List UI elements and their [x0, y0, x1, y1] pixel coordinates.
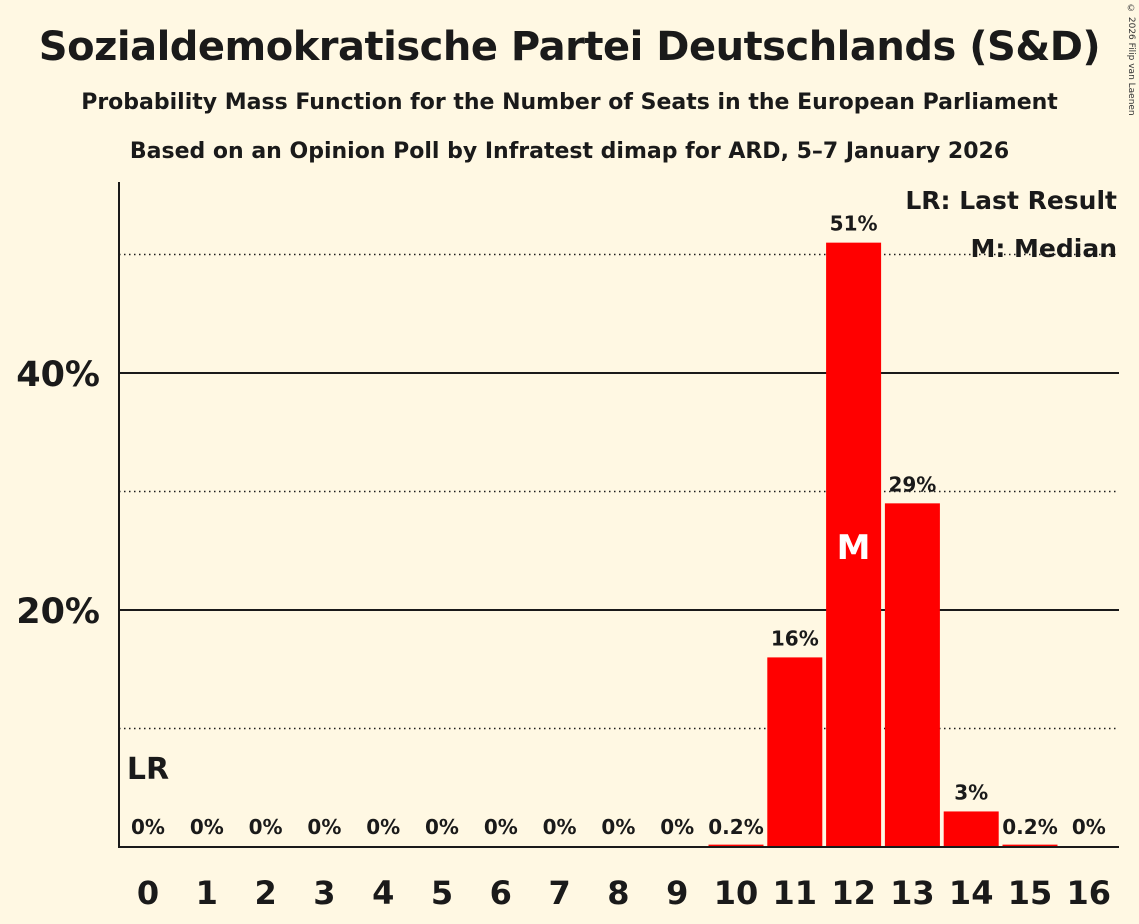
bars-layer: [708, 242, 1058, 847]
value-label: 0.2%: [1002, 815, 1057, 839]
chart-title: Sozialdemokratische Partei Deutschlands …: [38, 24, 1101, 70]
value-label: 51%: [830, 212, 878, 236]
value-label: 0%: [1072, 815, 1106, 839]
x-tick-label: 12: [831, 874, 876, 912]
value-label: 0%: [484, 815, 518, 839]
value-label: 29%: [888, 472, 936, 496]
x-tick-label: 3: [313, 874, 335, 912]
value-label: 0%: [601, 815, 635, 839]
bar: [1002, 844, 1058, 847]
bar: [826, 242, 882, 847]
x-tick-label: 6: [490, 874, 512, 912]
bar: [943, 811, 999, 847]
x-tick-label: 13: [890, 874, 935, 912]
x-tick-label: 15: [1008, 874, 1053, 912]
bar: [884, 503, 940, 847]
y-tick-label: 20%: [16, 592, 100, 632]
copyright-notice: © 2026 Filip van Laenen: [1126, 4, 1136, 116]
x-tick-label: 5: [431, 874, 453, 912]
legend-entry: M: Median: [970, 234, 1117, 263]
x-tick-label: 7: [548, 874, 570, 912]
legend-entry: LR: Last Result: [905, 186, 1117, 215]
chart-subtitle: Probability Mass Function for the Number…: [81, 90, 1058, 115]
value-label: 0%: [425, 815, 459, 839]
x-tick-label: 16: [1067, 874, 1112, 912]
value-label: 0%: [190, 815, 224, 839]
x-tick-label: 10: [714, 874, 759, 912]
value-label: 0.2%: [708, 815, 763, 839]
x-tick-label: 14: [949, 874, 994, 912]
grid-layer: [119, 253, 1119, 730]
bar: [767, 657, 823, 847]
labels-layer: 20%40%0%00%10%20%30%40%50%60%70%80%90.2%…: [16, 186, 1117, 912]
bar: [708, 844, 764, 847]
value-label: 0%: [249, 815, 283, 839]
axes-layer: [118, 182, 1119, 848]
x-tick-label: 1: [196, 874, 218, 912]
value-label: 0%: [543, 815, 577, 839]
value-label: 0%: [366, 815, 400, 839]
y-tick-label: 40%: [16, 355, 100, 395]
value-label: 0%: [307, 815, 341, 839]
x-tick-label: 11: [773, 874, 818, 912]
x-tick-label: 2: [254, 874, 276, 912]
median-marker: M: [837, 528, 871, 568]
value-label: 3%: [954, 780, 988, 804]
x-tick-label: 4: [372, 874, 394, 912]
value-label: 0%: [660, 815, 694, 839]
value-label: 16%: [771, 626, 819, 650]
x-tick-label: 8: [607, 874, 629, 912]
chart-source-subtitle: Based on an Opinion Poll by Infratest di…: [129, 139, 1010, 164]
value-label: 0%: [131, 815, 165, 839]
x-tick-label: 0: [137, 874, 159, 912]
last-result-marker: LR: [127, 752, 169, 787]
x-tick-label: 9: [666, 874, 688, 912]
